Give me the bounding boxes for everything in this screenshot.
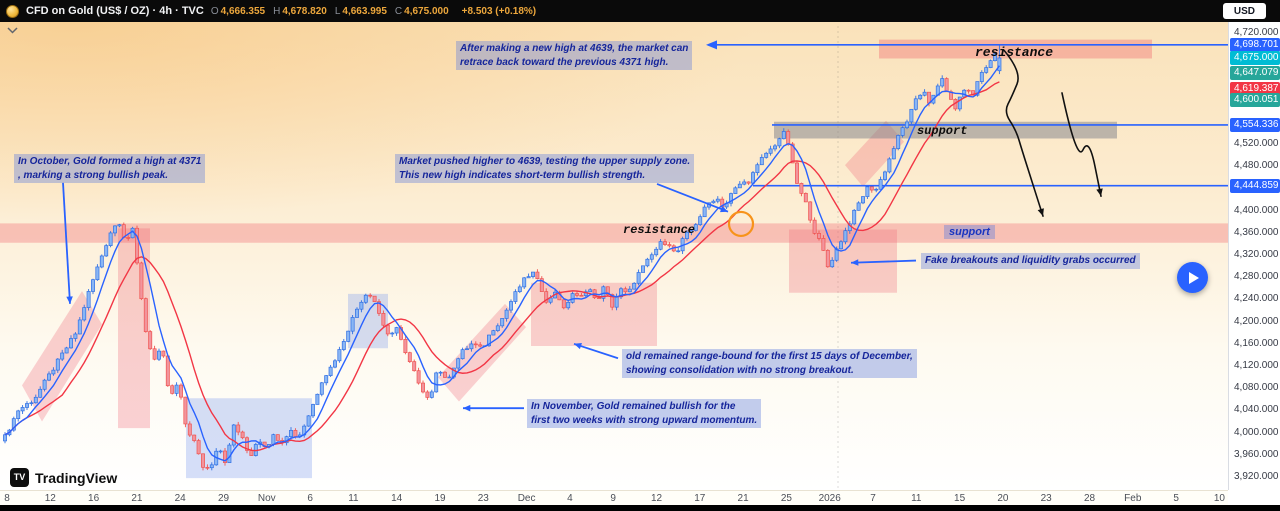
- price-label-chip: 4,675.000: [1230, 50, 1280, 65]
- price-tick: 4,520.000: [1234, 138, 1279, 149]
- time-tick: 15: [954, 493, 966, 504]
- time-tick: 19: [434, 493, 446, 504]
- resistance-label-top[interactable]: resistance: [975, 45, 1054, 60]
- price-tick: 4,200.000: [1234, 315, 1279, 327]
- resistance-label-band[interactable]: resistance: [623, 223, 696, 237]
- annotation-note-december-range[interactable]: old remained range-bound for the first 1…: [622, 349, 917, 378]
- symbol-title[interactable]: CFD on Gold (US$ / OZ) · 4h · TVC: [26, 5, 204, 17]
- price-tick: 3,920.000: [1234, 471, 1279, 482]
- time-tick: 11: [911, 493, 922, 504]
- close-label: C: [394, 5, 403, 17]
- symbol-header: CFD on Gold (US$ / OZ) · 4h · TVC O 4,666…: [0, 0, 1280, 22]
- low-value: 4,663.995: [342, 5, 387, 17]
- time-tick: 23: [1040, 493, 1052, 504]
- time-tick: Dec: [517, 493, 536, 504]
- price-label-chip: 4,600.051: [1230, 92, 1280, 107]
- time-tick: Feb: [1124, 493, 1142, 504]
- annotation-note-october-high[interactable]: In October, Gold formed a high at 4371 ,…: [14, 154, 206, 183]
- price-tick: 4,720.000: [1234, 27, 1279, 38]
- support-label-band[interactable]: support: [944, 225, 995, 239]
- price-label-chip: 4,698.701: [1230, 37, 1280, 52]
- play-icon: [1189, 271, 1199, 284]
- price-tick: 4,240.000: [1234, 293, 1279, 305]
- close-value: 4,675.000: [404, 5, 449, 17]
- time-tick: 10: [1213, 493, 1225, 504]
- price-tick: 4,120.000: [1234, 360, 1279, 371]
- tradingview-watermark[interactable]: TV TradingView: [10, 468, 117, 487]
- price-axis[interactable]: 4,720.000 4,520.000 4,480.000 4,400.000 4,36…: [1228, 22, 1280, 490]
- time-tick: Nov: [257, 493, 276, 504]
- time-tick: 12: [650, 493, 663, 504]
- price-tick: 4,480.000: [1234, 160, 1279, 172]
- price-label-chip: 4,619.387: [1230, 81, 1280, 96]
- price-tick: 4,000.000: [1234, 426, 1279, 438]
- high-value: 4,678.820: [282, 5, 327, 17]
- play-button[interactable]: [1177, 262, 1208, 293]
- time-tick: 20: [997, 493, 1009, 504]
- price-tick: 4,280.000: [1234, 271, 1279, 283]
- low-label: L: [334, 5, 341, 17]
- price-chart-svg: [0, 26, 1228, 489]
- price-label-chip: 4,647.079: [1230, 66, 1280, 81]
- price-tick: 4,080.000: [1234, 382, 1279, 394]
- bottom-edge: [0, 505, 1280, 511]
- open-label: O: [210, 5, 219, 17]
- time-tick: 14: [391, 493, 403, 504]
- time-tick: 29: [217, 493, 230, 504]
- time-tick: 12: [44, 493, 56, 504]
- time-tick: 25: [780, 493, 792, 504]
- currency-usd-button[interactable]: USD: [1222, 3, 1266, 19]
- price-tick: 4,400.000: [1234, 204, 1279, 216]
- price-label-chip: 4,554.336: [1230, 117, 1280, 132]
- time-tick: 24: [174, 493, 186, 504]
- annotation-note-november[interactable]: In November, Gold remained bullish for t…: [527, 399, 762, 428]
- price-tick: 3,960.000: [1234, 448, 1279, 460]
- time-axis[interactable]: 8 12 16 21 24 29 Nov 6 11 14 19 23 Dec 4 9 12 17 21 25 2026…: [0, 490, 1228, 505]
- time-tick: 21: [737, 493, 749, 504]
- chart-canvas[interactable]: After making a new high at 4639, the mar…: [0, 22, 1228, 490]
- tradingview-logo-icon: TV: [10, 468, 29, 487]
- time-tick: 21: [131, 493, 143, 504]
- price-tick: 4,320.000: [1234, 249, 1279, 260]
- open-value: 4,666.355: [220, 5, 266, 17]
- time-tick: 2026: [818, 493, 841, 504]
- tradingview-wordmark: TradingView: [35, 469, 118, 486]
- time-tick: 17: [694, 493, 706, 504]
- time-tick: 7: [870, 493, 876, 504]
- price-label-chip: 4,444.859: [1230, 178, 1280, 193]
- annotation-note-pushed-higher[interactable]: Market pushed higher to 4639, testing th…: [395, 154, 695, 183]
- time-tick: 5: [1173, 493, 1179, 504]
- high-label: H: [273, 5, 281, 17]
- axis-corner: [1228, 490, 1280, 505]
- time-tick: 16: [88, 493, 100, 504]
- price-tick: 4,360.000: [1234, 226, 1279, 238]
- ohlc-readout: O 4,666.355 H 4,678.820 L 4,663.995 C 4,675.…: [211, 6, 455, 17]
- time-tick: 9: [610, 493, 616, 504]
- time-tick: 28: [1083, 493, 1096, 504]
- time-tick: 4: [567, 493, 573, 504]
- time-tick: 8: [4, 493, 10, 504]
- support-label-gray-band[interactable]: support: [917, 124, 968, 138]
- time-tick: 6: [307, 493, 313, 504]
- time-tick: 11: [348, 493, 359, 504]
- price-tick: 4,040.000: [1234, 404, 1279, 416]
- annotation-note-fake-breakouts[interactable]: Fake breakouts and liquidity grabs occur…: [921, 253, 1140, 269]
- annotation-note-retrace[interactable]: After making a new high at 4639, the mar…: [456, 41, 693, 70]
- time-tick: 23: [477, 493, 489, 504]
- gold-coin-icon: [6, 4, 19, 18]
- price-tick: 4,160.000: [1234, 337, 1279, 349]
- change-value: +8.503 (+0.18%): [461, 5, 537, 17]
